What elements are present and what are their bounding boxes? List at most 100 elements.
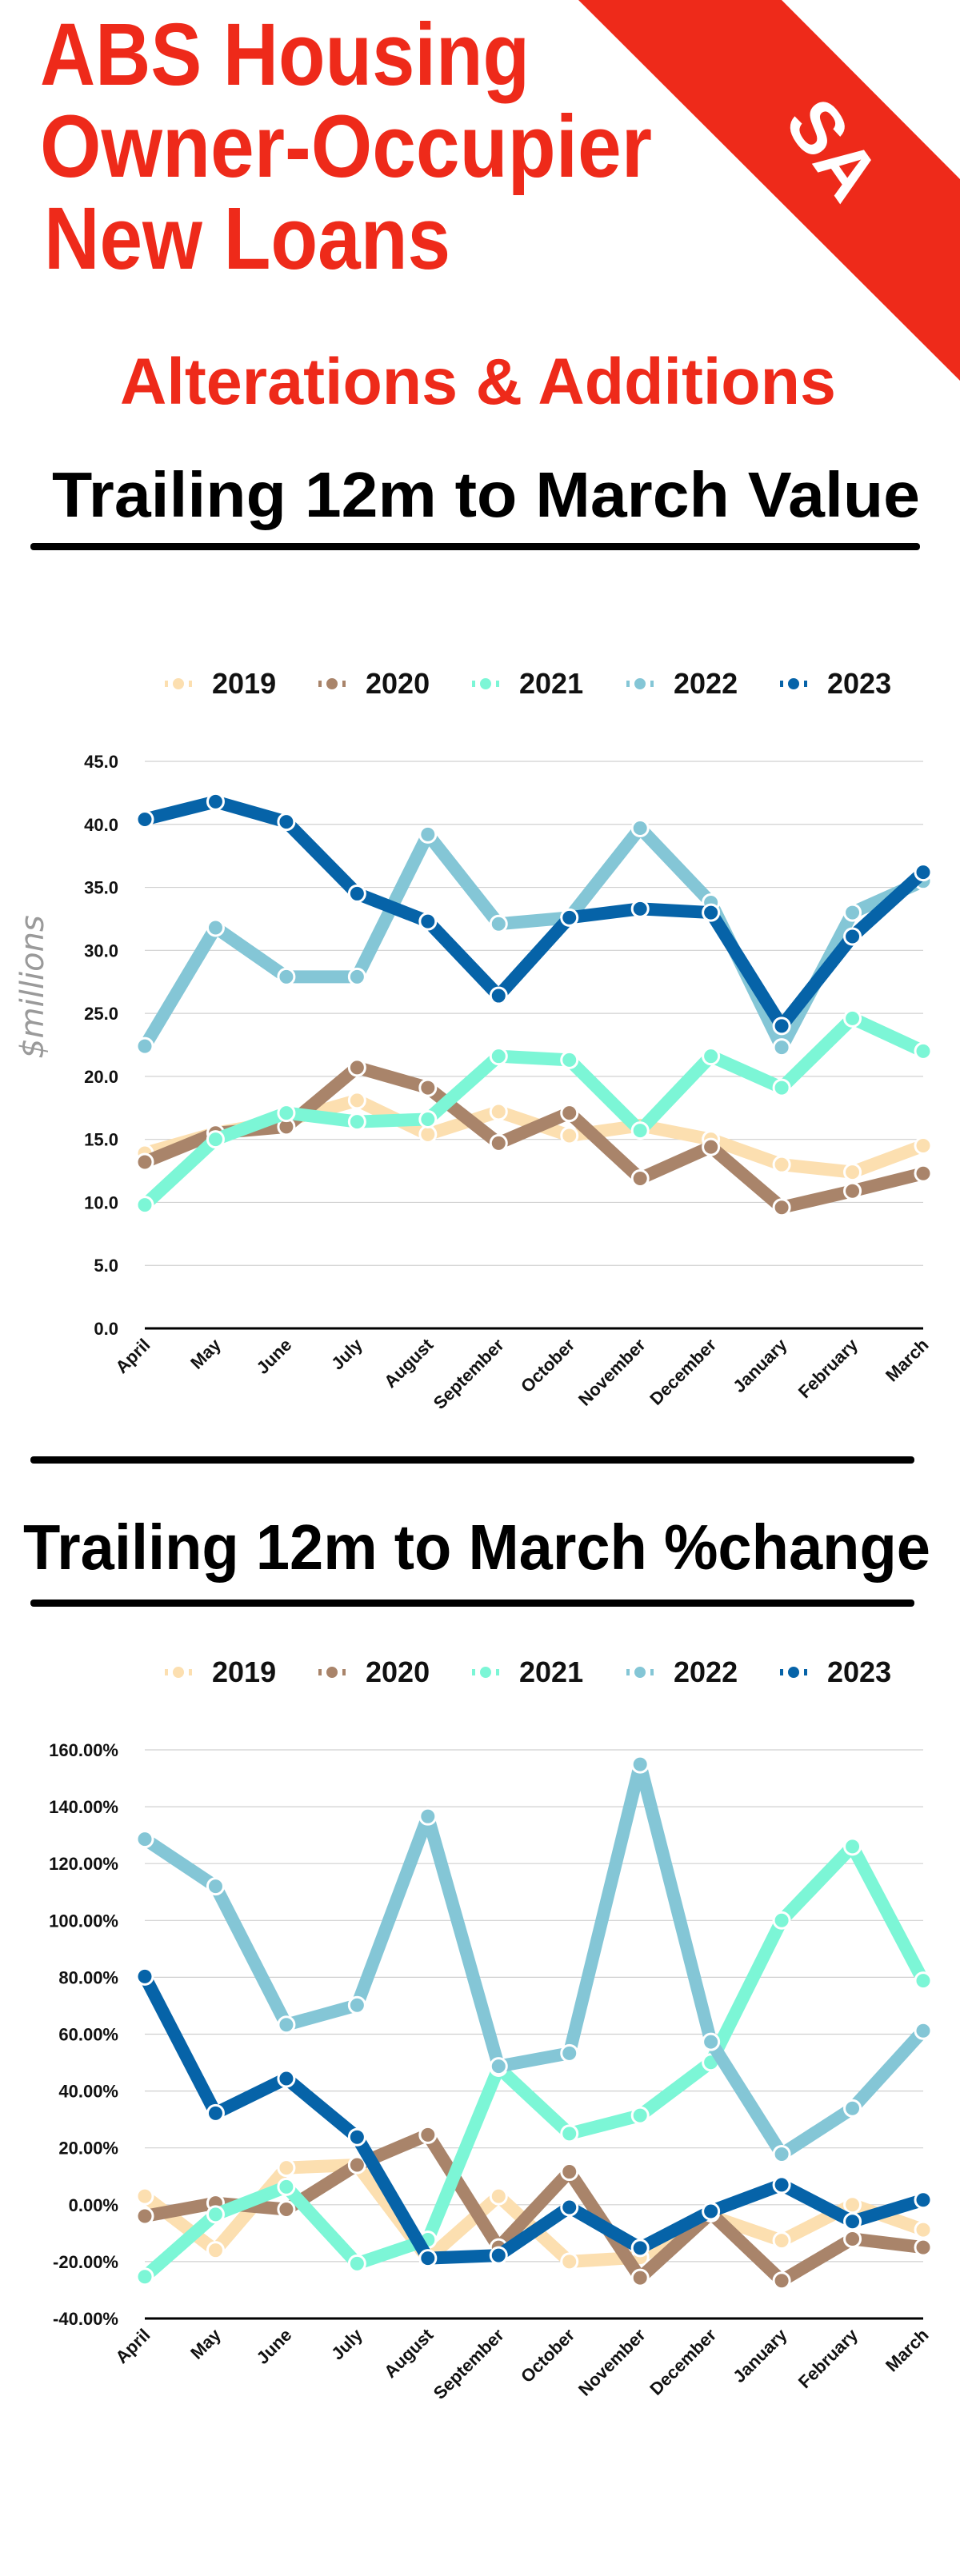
series-line-2023 (138, 1973, 926, 2265)
x-tick-label: February (794, 2324, 862, 2392)
data-point-2023 (347, 2127, 366, 2147)
y-tick-label: 25.0 (84, 1004, 118, 1024)
x-tick-label: May (186, 2324, 225, 2362)
data-point-2022 (347, 967, 366, 986)
x-tick-label: October (517, 1335, 579, 1397)
data-point-2019 (843, 2195, 862, 2215)
y-tick-label: -20.00% (53, 2252, 118, 2272)
y-tick-label: 40.00% (58, 2082, 118, 2102)
data-point-2023 (843, 2212, 862, 2231)
x-tick-label: September (430, 2325, 508, 2403)
data-point-2022 (489, 2057, 508, 2076)
chart1-title: Trailing 12m to March Value (52, 459, 920, 530)
data-point-2020 (347, 2155, 366, 2175)
legend-label-2022: 2022 (674, 1655, 738, 1688)
data-point-2020 (489, 1133, 508, 1152)
y-tick-label: 45.0 (84, 752, 118, 772)
x-tick-label: November (574, 2325, 650, 2400)
data-point-2022 (560, 2043, 579, 2063)
legend-marker-2023 (786, 677, 801, 691)
chart2-title: Trailing 12m to March %change (23, 1512, 930, 1583)
chart1: 0.0 5.0 10.0 15.0 20.0 25.0 30.0 35.0 40.0 45.0 Ap… (84, 752, 932, 1413)
y-tick-label: 140.00% (49, 1797, 118, 1817)
data-point-2019 (772, 2231, 791, 2251)
chart2-legend: 2019 2020 2021 2022 2023 (165, 1655, 891, 1688)
series-line-2023 (143, 795, 928, 1032)
data-point-2019 (560, 1126, 579, 1145)
data-point-2023 (630, 2239, 650, 2258)
data-point-2020 (418, 1078, 438, 1097)
data-point-2023 (560, 908, 579, 927)
data-point-2022 (843, 2099, 862, 2118)
legend-label-2022: 2022 (674, 667, 738, 700)
data-point-2019 (206, 2241, 225, 2260)
legend-marker-2021 (478, 677, 493, 691)
legend-label-2021: 2021 (519, 1655, 583, 1688)
data-point-2020 (560, 1104, 579, 1123)
data-point-2022 (630, 1755, 650, 1774)
data-point-2021 (772, 1911, 791, 1930)
data-point-2022 (843, 903, 862, 922)
legend-marker-2021 (478, 1665, 493, 1679)
data-point-2021 (560, 2124, 579, 2143)
data-point-2022 (418, 1807, 438, 1826)
data-point-2019 (560, 2252, 579, 2271)
data-point-2022 (914, 2021, 933, 2040)
data-point-2023 (418, 912, 438, 931)
data-point-2019 (914, 1136, 933, 1156)
legend-label-2020: 2020 (366, 1655, 430, 1688)
data-point-2019 (277, 2159, 296, 2178)
data-point-2020 (560, 2163, 579, 2182)
data-point-2023 (206, 792, 225, 811)
data-point-2020 (914, 1164, 933, 1183)
y-tick-label: 10.0 (84, 1192, 118, 1212)
data-point-2023 (560, 2198, 579, 2217)
data-point-2023 (914, 2191, 933, 2210)
data-point-2022 (630, 819, 650, 838)
x-tick-label: May (186, 1334, 225, 1372)
divider (30, 1456, 914, 1464)
x-tick-label: October (517, 2325, 579, 2387)
legend-marker-2022 (633, 1665, 647, 1679)
series-line-2022 (139, 821, 926, 1054)
data-point-2019 (489, 2187, 508, 2206)
data-point-2021 (277, 1104, 296, 1123)
data-point-2023 (702, 903, 721, 922)
data-point-2021 (843, 1837, 862, 1856)
data-point-2019 (347, 1091, 366, 1110)
data-point-2020 (772, 2271, 791, 2290)
data-point-2021 (135, 1196, 154, 1215)
x-tick-label: June (252, 1335, 295, 1378)
y-tick-label: 40.0 (84, 815, 118, 835)
x-tick-label: July (327, 1334, 366, 1373)
x-tick-label: January (729, 2324, 791, 2386)
series-line-2021 (140, 1012, 926, 1210)
data-point-2019 (772, 1155, 791, 1174)
data-point-2022 (418, 825, 438, 844)
data-point-2021 (347, 1112, 366, 1132)
y-tick-label: 0.0 (94, 1319, 118, 1339)
series-line-2020 (142, 1060, 925, 1214)
data-point-2020 (914, 2238, 933, 2257)
data-point-2023 (702, 2202, 721, 2221)
y-tick-label: 80.00% (58, 1967, 118, 1987)
y-tick-label: 120.00% (49, 1854, 118, 1874)
legend-marker-2019 (171, 677, 186, 691)
data-point-2021 (914, 1041, 933, 1060)
data-point-2020 (135, 2207, 154, 2226)
data-point-2022 (772, 1038, 791, 1057)
data-point-2021 (206, 2205, 225, 2224)
data-point-2021 (772, 1078, 791, 1097)
title-line-3: New Loans (44, 190, 450, 288)
region-ribbon (578, 0, 960, 381)
data-point-2020 (630, 2268, 650, 2287)
series-line-2020 (143, 2128, 924, 2287)
x-tick-label: August (380, 1334, 438, 1392)
data-point-2021 (843, 1008, 862, 1028)
y-tick-label: 0.00% (69, 2195, 118, 2215)
divider (30, 543, 920, 550)
data-point-2023 (489, 986, 508, 1005)
x-tick-label: December (646, 1335, 720, 1409)
x-tick-label: June (252, 2325, 295, 2368)
legend-label-2023: 2023 (827, 667, 891, 700)
